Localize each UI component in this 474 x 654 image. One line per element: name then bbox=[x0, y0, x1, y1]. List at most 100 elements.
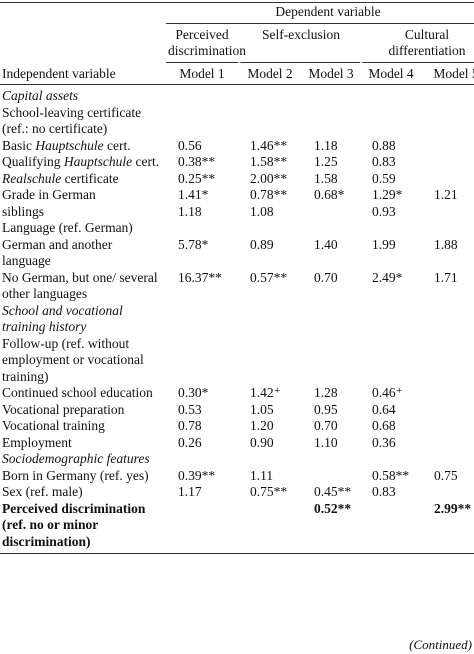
cell-value: 16.37** bbox=[178, 269, 222, 285]
empty-cell bbox=[302, 105, 360, 138]
empty-cell bbox=[166, 220, 238, 237]
cell-value: 2.49* bbox=[372, 269, 403, 285]
table-row: No German, but one/ several other langua… bbox=[0, 270, 474, 303]
table-row: Realschule certificate 0.25** 2.00** 1.58 0.… bbox=[0, 171, 474, 188]
empty-cell bbox=[422, 220, 474, 237]
label-part: Basic bbox=[2, 137, 36, 153]
cell-value: 1.58** bbox=[250, 154, 288, 169]
cell-value: 0.89 bbox=[250, 236, 274, 252]
cell-value: 1.25 bbox=[314, 154, 338, 169]
empty-cell bbox=[360, 105, 422, 138]
label-part: cert. bbox=[132, 154, 160, 169]
table-row: German and another language 5.78* 0.89 1.40… bbox=[0, 237, 474, 270]
header-row: Dependent variable bbox=[0, 2, 474, 24]
cell-value: 1.10 bbox=[314, 434, 338, 450]
cell-value: 0.52** bbox=[302, 501, 360, 554]
cell-value: 1.58 bbox=[314, 170, 338, 186]
empty-cell bbox=[238, 85, 302, 105]
cell-value: 0.90 bbox=[250, 434, 274, 450]
cell-value: 0.78** bbox=[250, 187, 288, 202]
cell-value: 2.00** bbox=[250, 170, 288, 186]
blank-cell bbox=[0, 2, 166, 24]
label-part: Realschule bbox=[2, 170, 62, 186]
cell-value: 0.75** bbox=[250, 484, 288, 499]
blank-cell bbox=[0, 24, 166, 63]
model-header: Model 1 bbox=[166, 63, 238, 85]
cell-value: 0.56 bbox=[178, 137, 202, 153]
empty-cell bbox=[238, 105, 302, 138]
table-row: Vocational training 0.78 1.20 0.70 0.68 bbox=[0, 418, 474, 435]
empty-cell bbox=[422, 138, 474, 155]
table-row: Qualifying Hauptschule cert. 0.38** 1.58**… bbox=[0, 154, 474, 171]
empty-cell bbox=[422, 171, 474, 188]
row-label-header: Independent variable bbox=[0, 63, 166, 85]
group-header: Self-exclusion bbox=[238, 23, 360, 63]
empty-cell bbox=[238, 303, 302, 336]
empty-cell bbox=[360, 220, 422, 237]
cell-value: 0.83 bbox=[372, 484, 396, 499]
row-label: Capital assets bbox=[2, 88, 79, 103]
cell-value: 2.99** bbox=[422, 501, 474, 554]
empty-cell bbox=[422, 336, 474, 386]
cell-value: 5.78* bbox=[178, 236, 209, 252]
empty-cell bbox=[422, 451, 474, 468]
empty-cell bbox=[302, 451, 360, 468]
row-label: No German, but one/ several other langua… bbox=[2, 269, 158, 302]
cell-value: 0.45** bbox=[314, 484, 352, 499]
empty-cell bbox=[422, 435, 474, 452]
row-label: Grade in German bbox=[2, 187, 96, 202]
empty-cell bbox=[238, 220, 302, 237]
model-header: Model 2 bbox=[238, 63, 302, 85]
row-label: Vocational preparation bbox=[2, 401, 125, 417]
empty-cell bbox=[360, 451, 422, 468]
table-row: Sex (ref. male) 1.17 0.75** 0.45** 0.83 bbox=[0, 484, 474, 501]
empty-cell bbox=[166, 336, 238, 386]
cell-value: 0.78 bbox=[178, 418, 202, 433]
empty-cell bbox=[422, 303, 474, 336]
empty-cell bbox=[422, 85, 474, 105]
cell-value: 1.21 bbox=[434, 187, 458, 202]
cell-value: 0.88 bbox=[372, 137, 396, 153]
cell-value: 1.18 bbox=[314, 137, 338, 153]
cell-value: 0.38** bbox=[178, 154, 216, 169]
empty-cell bbox=[360, 336, 422, 386]
table-row: Employment 0.26 0.90 1.10 0.36 bbox=[0, 435, 474, 452]
group-header: Perceived discrimination bbox=[166, 24, 246, 63]
model-header: Model 3 bbox=[302, 63, 360, 85]
cell-value: 0.53 bbox=[178, 401, 202, 417]
cell-value: 1.40 bbox=[314, 236, 338, 252]
row-label: German and another language bbox=[2, 236, 113, 269]
cell-value: 0.64 bbox=[372, 401, 396, 417]
cell-value: 0.25** bbox=[178, 170, 216, 186]
empty-cell bbox=[360, 303, 422, 336]
cell-value: 1.46** bbox=[250, 137, 288, 153]
cell-value: 1.29* bbox=[372, 187, 403, 202]
empty-cell bbox=[238, 336, 302, 386]
row-label: siblings bbox=[2, 203, 45, 219]
empty-cell bbox=[422, 105, 474, 138]
empty-cell bbox=[360, 85, 422, 105]
row-label: Sex (ref. male) bbox=[2, 484, 83, 499]
row-label: Realschule certificate bbox=[0, 171, 166, 188]
group-row: Perceived discrimination Self-exclusion Cu… bbox=[0, 23, 474, 63]
label-part: Hauptschule bbox=[35, 137, 104, 153]
table-row: Continued school education 0.30* 1.42⁺ 1.28… bbox=[0, 385, 474, 402]
table-row: Language (ref. German) bbox=[0, 220, 474, 237]
cell-value: 0.70 bbox=[314, 418, 338, 433]
empty-cell bbox=[166, 501, 238, 554]
model-header: Model 5 bbox=[422, 63, 474, 85]
cell-value: 0.95 bbox=[314, 401, 338, 417]
label-part: Hauptschule bbox=[63, 154, 133, 169]
empty-cell bbox=[422, 418, 474, 435]
cell-value: 1.20 bbox=[250, 418, 274, 433]
row-label: School-leaving certificate (ref.: no cer… bbox=[2, 104, 142, 137]
cell-value: 1.05 bbox=[250, 401, 274, 417]
empty-cell bbox=[166, 85, 238, 105]
empty-cell bbox=[166, 451, 238, 468]
cell-value: 0.36 bbox=[372, 434, 396, 450]
row-label: School and vocational training history bbox=[2, 302, 123, 335]
cell-value: 0.58** bbox=[372, 467, 410, 483]
label-part: Qualifying bbox=[2, 154, 64, 169]
table-row: Born in Germany (ref. yes) 0.39** 1.11 0.58… bbox=[0, 468, 474, 485]
